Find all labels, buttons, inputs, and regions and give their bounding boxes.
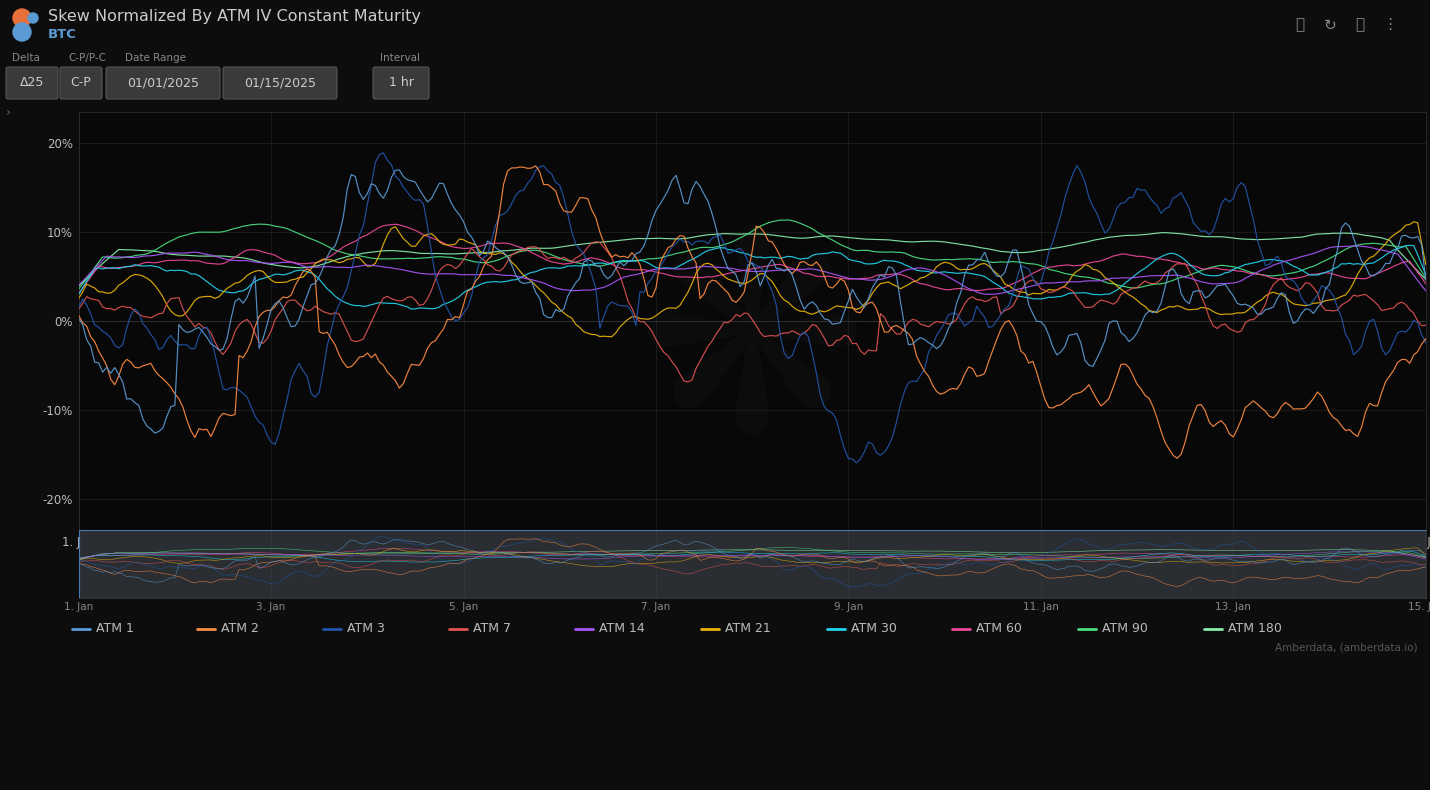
Text: ATM 2: ATM 2: [222, 623, 259, 635]
Text: ›: ›: [6, 106, 10, 119]
FancyBboxPatch shape: [373, 67, 429, 99]
Text: Interval: Interval: [380, 53, 420, 63]
Text: Amberdata, (amberdata.io): Amberdata, (amberdata.io): [1276, 643, 1419, 653]
Text: C-P/P-C: C-P/P-C: [69, 53, 106, 63]
Text: 🔖: 🔖: [1296, 17, 1304, 32]
Text: BTC: BTC: [49, 28, 77, 40]
Text: ❋: ❋: [636, 220, 868, 490]
Text: C-P: C-P: [70, 77, 92, 89]
Text: 01/01/2025: 01/01/2025: [127, 77, 199, 89]
FancyBboxPatch shape: [106, 67, 220, 99]
Text: ATM 180: ATM 180: [1228, 623, 1281, 635]
Text: ATM 1: ATM 1: [96, 623, 133, 635]
Text: Delta: Delta: [11, 53, 40, 63]
Text: ATM 3: ATM 3: [347, 623, 385, 635]
Text: 1 hr: 1 hr: [389, 77, 413, 89]
Text: Δ25: Δ25: [20, 77, 44, 89]
Text: ATM 30: ATM 30: [851, 623, 897, 635]
Circle shape: [13, 9, 31, 27]
Text: ATM 21: ATM 21: [725, 623, 771, 635]
FancyBboxPatch shape: [60, 67, 102, 99]
Text: ATM 14: ATM 14: [599, 623, 645, 635]
Text: 01/15/2025: 01/15/2025: [245, 77, 316, 89]
FancyBboxPatch shape: [6, 67, 59, 99]
Text: ATM 90: ATM 90: [1103, 623, 1148, 635]
Text: Date Range: Date Range: [124, 53, 186, 63]
Text: ATM 60: ATM 60: [977, 623, 1022, 635]
Circle shape: [13, 23, 31, 41]
Circle shape: [29, 13, 39, 23]
Text: ⓘ: ⓘ: [1356, 17, 1364, 32]
Text: ↻: ↻: [1324, 17, 1337, 32]
Text: ATM 7: ATM 7: [473, 623, 511, 635]
Text: Skew Normalized By ATM IV Constant Maturity: Skew Normalized By ATM IV Constant Matur…: [49, 9, 420, 24]
FancyBboxPatch shape: [223, 67, 337, 99]
Text: ⋮: ⋮: [1383, 17, 1397, 32]
